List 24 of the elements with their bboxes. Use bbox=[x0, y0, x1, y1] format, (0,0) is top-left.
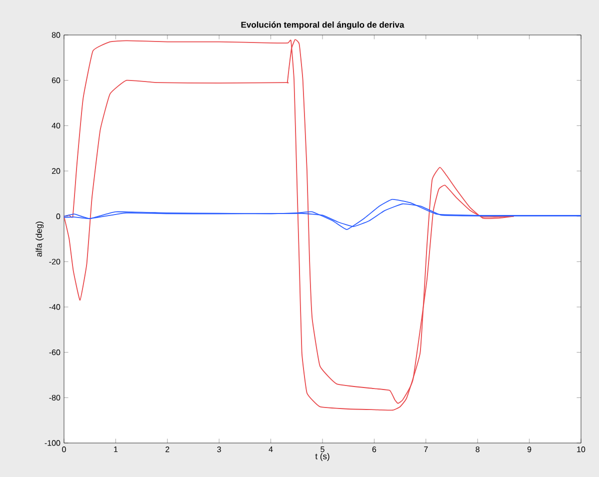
chart-title: Evolución temporal del ángulo de deriva bbox=[241, 21, 404, 30]
x-tick-label: 3 bbox=[217, 446, 221, 452]
x-tick-label: 2 bbox=[166, 446, 170, 452]
x-tick-label: 4 bbox=[268, 446, 273, 452]
y-tick-label: -100 bbox=[44, 440, 60, 446]
y-tick-label: -60 bbox=[49, 350, 60, 356]
y-tick-label: 40 bbox=[52, 122, 60, 128]
y-axis-title: alfa (deg) bbox=[36, 222, 44, 257]
x-tick-label: 8 bbox=[476, 446, 480, 452]
y-tick-label: -80 bbox=[49, 394, 60, 400]
y-tick-label: 60 bbox=[52, 78, 60, 84]
y-tick-label: 0 bbox=[56, 214, 60, 220]
x-tick-label: 7 bbox=[424, 446, 428, 452]
y-tick-label: 20 bbox=[52, 168, 60, 174]
x-tick-label: 6 bbox=[372, 446, 376, 452]
y-tick-label: -40 bbox=[49, 304, 60, 310]
x-tick-label: 1 bbox=[114, 446, 118, 452]
y-tick-label: -20 bbox=[49, 258, 60, 264]
x-tick-label: 9 bbox=[527, 446, 532, 452]
x-tick-label: 5 bbox=[320, 446, 324, 452]
x-tick-label: 0 bbox=[62, 446, 66, 452]
x-tick-label: 10 bbox=[577, 446, 586, 452]
y-tick-label: 80 bbox=[52, 32, 60, 38]
x-axis-title: t (s) bbox=[315, 453, 330, 461]
